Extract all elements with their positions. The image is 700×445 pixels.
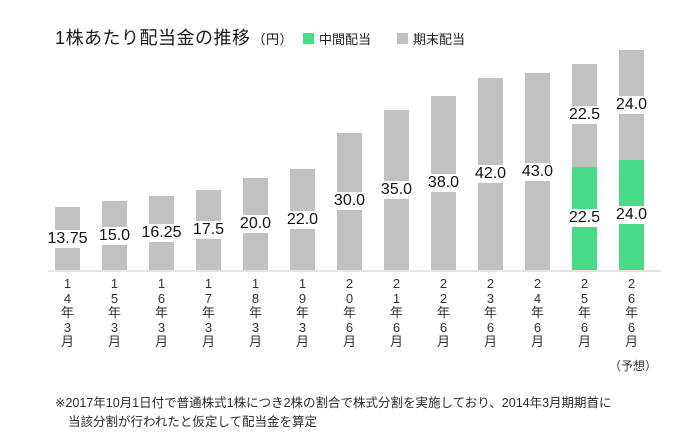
chart-title: 1株あたり配当金の推移 （円）	[55, 24, 293, 50]
legend-item-yearend: 期末配当	[397, 29, 465, 48]
x-tick-label: 1 7 年 3 月	[201, 276, 216, 349]
forecast-note: （予想）	[608, 359, 658, 373]
x-tick-label: 2 6 年 6 月	[624, 276, 639, 349]
legend: 中間配当 期末配当	[303, 29, 465, 48]
x-tick-label: 1 9 年 3 月	[295, 276, 310, 349]
x-tick-label: 1 5 年 3 月	[107, 276, 122, 349]
x-tick-label: 1 4 年 3 月	[60, 276, 75, 349]
legend-label-yearend: 期末配当	[413, 32, 466, 47]
bar-value-label: 30.0	[332, 192, 367, 211]
footnote: ※2017年10月1日付で普通株式1株につき2株の割合で株式分割を実施しており、…	[55, 394, 661, 432]
x-tick-label: 2 4 年 6 月	[530, 276, 545, 349]
x-tick-label: 1 6 年 3 月	[154, 276, 169, 349]
legend-swatch-interim-icon	[303, 33, 314, 44]
legend-item-interim: 中間配当	[303, 29, 371, 48]
x-tick-label: 2 0 年 6 月	[342, 276, 357, 349]
footnote-line-1: ※2017年10月1日付で普通株式1株につき2株の割合で株式分割を実施しており、…	[55, 396, 612, 410]
bar-value-label: 35.0	[379, 180, 414, 199]
x-tick-label: 2 1 年 6 月	[389, 276, 404, 349]
legend-label-interim: 中間配当	[319, 32, 372, 47]
bar-value-label: 43.0	[520, 162, 555, 181]
bar-value-label: 22.0	[285, 210, 320, 229]
bar-value-label: 22.5	[567, 209, 602, 228]
x-tick-label: 2 2 年 6 月	[436, 276, 451, 349]
chart-title-text: 1株あたり配当金の推移	[55, 28, 251, 48]
x-tick-label: 2 3 年 6 月	[483, 276, 498, 349]
legend-swatch-yearend-icon	[397, 33, 409, 44]
chart-title-unit: （円）	[252, 32, 294, 47]
bar-value-label: 16.25	[140, 223, 183, 242]
x-tick-label: 2 5 年 6 月	[577, 276, 592, 349]
bar-value-label: 13.75	[46, 229, 89, 248]
bar-value-label: 42.0	[473, 164, 508, 183]
footnote-line-2: 当該分割が行われたと仮定して配当金を算定	[68, 415, 318, 429]
x-tick-label: 1 8 年 3 月	[248, 276, 263, 349]
bar-value-label: 24.0	[614, 206, 649, 225]
bar-value-label: 38.0	[426, 173, 461, 192]
bar-value-label: 20.0	[238, 215, 273, 234]
bar-value-label: 17.5	[191, 220, 226, 239]
bar-value-label: 15.0	[97, 226, 132, 245]
bar-value-label: 24.0	[614, 96, 649, 115]
x-axis-line	[48, 270, 661, 272]
bar-value-label: 22.5	[567, 106, 602, 125]
